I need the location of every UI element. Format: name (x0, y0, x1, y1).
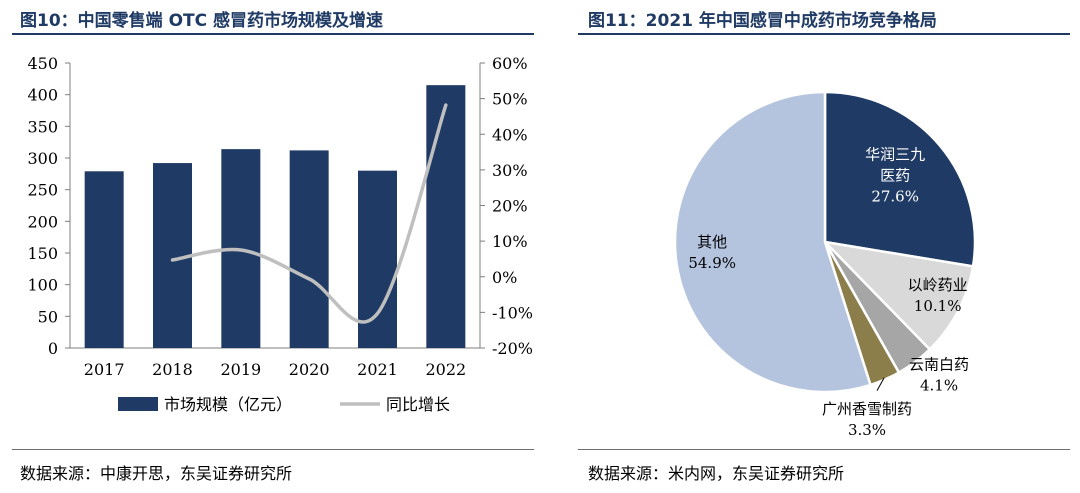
x-tick-label: 2017 (84, 360, 125, 379)
x-tick-label: 2020 (289, 360, 330, 379)
right-tick-label: -10% (492, 303, 533, 322)
pie-slice-name-label: 以岭药业 (908, 276, 968, 294)
left-tick-label: 400 (27, 86, 58, 105)
market-size-bar (84, 171, 124, 348)
pie-slice-percent-label: 27.6% (871, 187, 919, 205)
left-tick-label: 50 (38, 307, 58, 326)
left-title-rule (12, 33, 534, 35)
right-chart-title: 图11：2021 年中国感冒中成药市场竞争格局 (588, 11, 937, 31)
left-tick-label: 150 (27, 244, 58, 263)
right-title-rule (578, 33, 1070, 35)
left-tick-label: 450 (27, 54, 58, 73)
left-tick-label: 300 (27, 149, 58, 168)
x-tick-label: 2021 (357, 360, 398, 379)
pie-slice-percent-label: 54.9% (688, 254, 736, 272)
left-tick-label: 200 (27, 212, 58, 231)
left-footer-rule (12, 449, 534, 450)
market-size-bar (358, 170, 397, 348)
right-source-note: 数据来源：米内网，东吴证券研究所 (588, 464, 845, 483)
left-tick-label: 100 (27, 276, 58, 295)
pie-slice-percent-label: 3.3% (848, 421, 886, 439)
right-tick-label: 20% (492, 197, 528, 216)
x-tick-label: 2019 (220, 360, 261, 379)
legend-swatch-market-size (118, 397, 158, 411)
pie-slice-percent-label: 4.1% (920, 376, 958, 394)
right-tick-label: 60% (492, 54, 528, 73)
market-size-bar (426, 85, 466, 348)
right-tick-label: 40% (492, 125, 528, 144)
pie-slice-percent-label: 10.1% (914, 297, 962, 315)
right-tick-label: 10% (492, 232, 528, 251)
pie-slice-name-label: 其他 (697, 233, 727, 251)
pie-slice-name-label: 医药 (880, 166, 910, 184)
left-tick-label: 250 (27, 181, 58, 200)
legend-label-market-size: 市场规模（亿元） (164, 395, 292, 414)
pie-slice-name-label: 华润三九 (865, 145, 925, 163)
left-chart-title: 图10：中国零售端 OTC 感冒药市场规模及增速 (20, 11, 384, 31)
right-tick-label: 50% (492, 90, 528, 109)
right-tick-label: -20% (492, 339, 533, 358)
pie-slice (821, 240, 975, 352)
left-tick-label: 350 (27, 117, 58, 136)
left-source-note: 数据来源：中康开思，东吴证券研究所 (20, 464, 293, 483)
x-tick-label: 2018 (152, 360, 193, 379)
market-size-bar (289, 150, 329, 348)
pie-leader-line (876, 377, 885, 391)
pie-slice-name-label: 云南白药 (909, 355, 969, 373)
pie-slice-name-label: 广州香雪制药 (822, 400, 912, 418)
right-tick-label: 0% (492, 268, 517, 287)
x-tick-label: 2022 (425, 360, 466, 379)
right-footer-rule (578, 449, 1070, 450)
left-tick-label: 0 (48, 339, 58, 358)
market-size-bar-line-chart: 0 50 100 150 200 250 300 350 400 450 -20% -10% 0% 10%… (27, 54, 533, 414)
pie-slice (823, 90, 977, 268)
pie-slice (673, 90, 873, 394)
right-tick-label: 30% (492, 161, 528, 180)
growth-rate-line (170, 103, 448, 324)
legend-label-growth: 同比增长 (386, 395, 450, 414)
